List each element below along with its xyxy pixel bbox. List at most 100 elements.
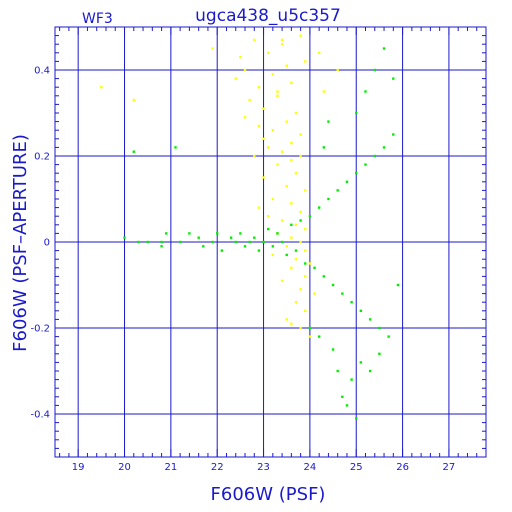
data-point: [266, 146, 270, 149]
data-point: [257, 249, 261, 252]
data-point: [290, 236, 293, 239]
data-point: [322, 146, 325, 149]
data-point: [317, 51, 321, 54]
data-point: [197, 236, 200, 239]
data-point: [378, 326, 381, 330]
data-point: [211, 240, 214, 244]
data-point: [248, 240, 251, 244]
data-point: [308, 215, 312, 218]
data-point: [341, 395, 344, 398]
data-point: [341, 292, 344, 295]
y-tick-label: -0.2: [30, 324, 50, 335]
data-point: [188, 232, 191, 235]
data-point: [304, 227, 307, 231]
data-point: [290, 81, 293, 85]
data-point: [373, 154, 376, 158]
x-tick-label: 25: [350, 462, 363, 473]
data-point: [313, 266, 316, 269]
tick-labels: 19 20 21 22 23 24 25 26 27 -0.4 -0.2 0 0.2 0.4: [30, 66, 455, 474]
data-point: [234, 77, 237, 80]
data-point: [165, 232, 168, 235]
data-point: [294, 258, 298, 261]
data-point: [266, 51, 270, 54]
data-point: [202, 245, 205, 248]
data-point: [243, 245, 247, 248]
data-point: [253, 154, 256, 158]
data-point: [271, 253, 275, 257]
data-point: [331, 283, 335, 287]
data-point: [123, 236, 126, 239]
y-tick-label: -0.4: [30, 410, 50, 421]
data-point: [132, 98, 135, 102]
data-point: [262, 107, 265, 110]
data-point: [132, 150, 135, 153]
data-point: [285, 318, 288, 321]
data-point: [304, 60, 307, 63]
data-point: [322, 90, 325, 93]
x-axis-label: F606W (PSF): [211, 484, 326, 505]
data-point: [304, 249, 307, 252]
data-point: [257, 206, 261, 209]
chart-title: ugca438_u5c357: [195, 6, 341, 26]
data-point: [276, 232, 279, 235]
data-point: [266, 227, 270, 231]
data-point: [262, 240, 265, 244]
data-point: [229, 236, 233, 239]
data-point: [317, 206, 321, 209]
data-point: [257, 86, 261, 89]
data-point: [276, 90, 279, 93]
data-point: [304, 262, 307, 265]
data-point: [285, 64, 288, 67]
data-point: [290, 266, 293, 269]
data-point: [280, 150, 284, 153]
data-point: [239, 232, 242, 235]
y-axis-label: F606W (PSF–APERTURE): [10, 134, 31, 352]
data-point: [211, 47, 214, 50]
data-point: [322, 275, 325, 278]
data-point: [294, 249, 298, 252]
data-point: [304, 309, 307, 312]
x-tick-label: 24: [304, 462, 317, 473]
data-point: [350, 301, 353, 304]
data-point: [299, 133, 302, 136]
data-point: [271, 129, 275, 132]
x-tick-label: 27: [443, 462, 456, 473]
data-point: [271, 245, 275, 248]
data-point: [253, 236, 256, 239]
y-tick-label: 0: [44, 238, 50, 249]
data-point: [359, 361, 363, 364]
data-point: [160, 240, 163, 244]
data-point: [364, 90, 367, 93]
data-point: [253, 38, 256, 42]
data-point: [100, 86, 103, 89]
data-point: [294, 223, 298, 226]
data-point: [285, 245, 288, 248]
data-point: [373, 68, 376, 72]
data-point: [271, 197, 275, 201]
data-point: [336, 369, 339, 373]
data-point: [382, 47, 386, 50]
x-tick-label: 19: [72, 462, 85, 473]
data-point: [285, 184, 288, 188]
data-point: [220, 249, 224, 252]
data-point: [336, 189, 339, 192]
data-point: [280, 279, 284, 282]
data-point: [178, 240, 182, 244]
data-point: [262, 137, 265, 140]
data-point: [276, 94, 279, 97]
data-point: [396, 283, 400, 287]
data-point: [378, 352, 381, 355]
data-point: [327, 120, 330, 123]
data-point: [262, 176, 265, 179]
x-tick-label: 26: [396, 462, 409, 473]
data-point: [280, 43, 284, 46]
data-point: [243, 116, 247, 119]
tick-marks: [55, 26, 487, 458]
data-point: [299, 154, 302, 158]
data-point: [345, 180, 349, 183]
x-tick-label: 23: [257, 462, 270, 473]
data-point: [364, 163, 367, 166]
data-point: [290, 141, 293, 145]
